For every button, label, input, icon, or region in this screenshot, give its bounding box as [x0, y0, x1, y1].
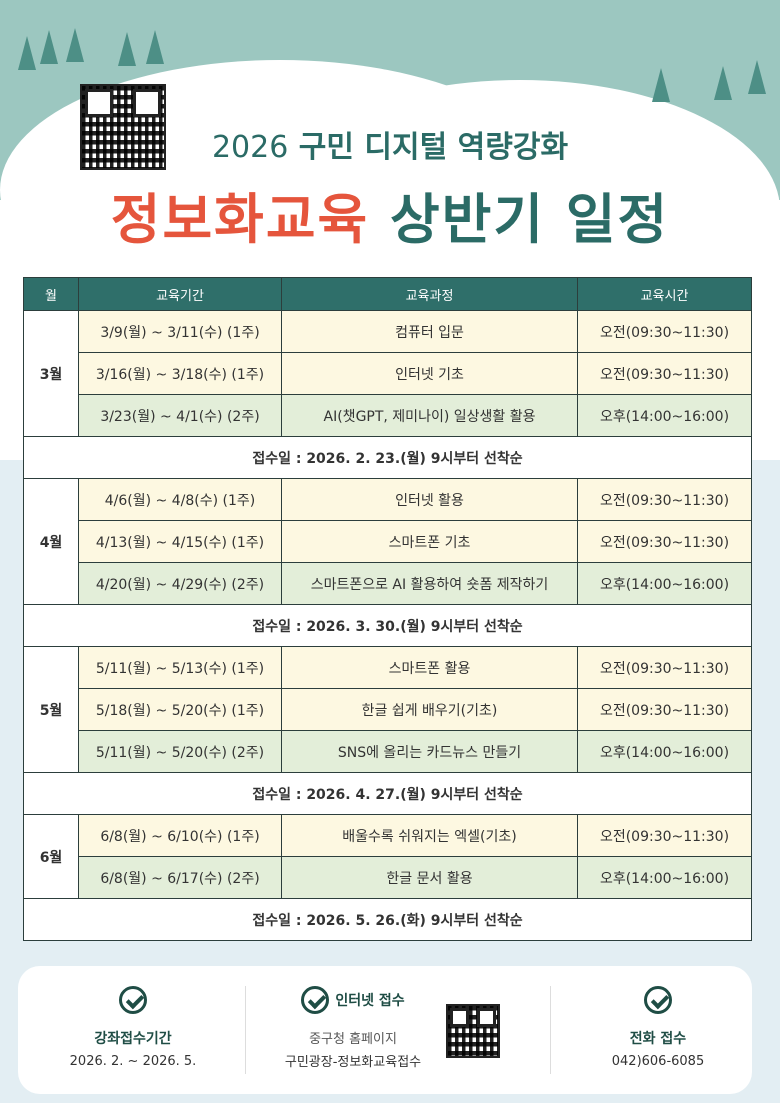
table-row: 4월 4/6(월) ~ 4/8(수) (1주) 인터넷 활용 오전(09:30~11:… [23, 478, 752, 605]
registration-note: 접수일 : 2026. 5. 26.(화) 9시부터 선착순 [23, 898, 752, 941]
course-cell: 컴퓨터 입문 [281, 310, 578, 353]
tree-icon [66, 28, 84, 62]
period-cell: 3/23(월) ~ 4/1(수) (2주) [78, 394, 282, 437]
period-info: 강좌접수기간 2026. 2. ~ 2026. 5. [58, 986, 208, 1069]
tree-icon [146, 30, 164, 64]
time-cell: 오후(14:00~16:00) [577, 562, 752, 605]
time-cell: 오전(09:30~11:30) [577, 352, 752, 395]
registration-note-row: 접수일 : 2026. 2. 23.(월) 9시부터 선착순 [23, 436, 752, 479]
table-row: 6/8(월) ~ 6/17(수) (2주) 한글 문서 활용 오후(14:00~16… [24, 856, 752, 899]
table-row: 5/11(월) ~ 5/20(수) (2주) SNS에 올리는 카드뉴스 만들기 오… [24, 730, 752, 773]
check-icon [119, 986, 147, 1014]
period-cell: 6/8(월) ~ 6/10(수) (1주) [78, 814, 282, 857]
period-value: 2026. 2. ~ 2026. 5. [69, 1054, 197, 1069]
period-label: 강좌접수기간 [94, 1031, 172, 1047]
course-cell: 한글 쉽게 배우기(기초) [281, 688, 578, 731]
registration-note: 접수일 : 2026. 2. 23.(월) 9시부터 선착순 [23, 436, 752, 479]
period-cell: 6/8(월) ~ 6/17(수) (2주) [78, 856, 282, 899]
internet-info: 인터넷 접수 중구청 홈페이지 구민광장-정보화교육접수 [268, 986, 438, 1070]
phone-label: 전화 접수 [629, 1031, 687, 1047]
table-row: 4/13(월) ~ 4/15(수) (1주) 스마트폰 기초 오전(09:30~11… [24, 520, 752, 563]
title-teal: 상반기 일정 [390, 188, 670, 251]
time-cell: 오후(14:00~16:00) [577, 730, 752, 773]
month-cell: 5월 [23, 646, 79, 773]
period-cell: 3/9(월) ~ 3/11(수) (1주) [78, 310, 282, 353]
qr-code[interactable] [80, 84, 166, 170]
table-row: 4/20(월) ~ 4/29(수) (2주) 스마트폰으로 AI 활용하여 숏폼 … [24, 562, 752, 605]
registration-note: 접수일 : 2026. 4. 27.(월) 9시부터 선착순 [23, 772, 752, 815]
header-month: 월 [23, 277, 79, 311]
internet-line1: 중구청 홈페이지 [309, 1032, 397, 1047]
table-row: 3/23(월) ~ 4/1(수) (2주) AI(챗GPT, 제미나이) 일상생활… [24, 394, 752, 437]
divider [245, 986, 246, 1074]
time-cell: 오전(09:30~11:30) [577, 688, 752, 731]
qr-code-internet[interactable] [446, 1004, 500, 1058]
course-cell: 스마트폰 기초 [281, 520, 578, 563]
table-row: 3월 3/9(월) ~ 3/11(수) (1주) 컴퓨터 입문 오전(09:30~11… [23, 310, 752, 437]
time-cell: 오전(09:30~11:30) [577, 646, 752, 689]
course-cell: SNS에 올리는 카드뉴스 만들기 [281, 730, 578, 773]
course-cell: 배울수록 쉬워지는 엑셀(기초) [281, 814, 578, 857]
time-cell: 오후(14:00~16:00) [577, 394, 752, 437]
course-cell: 인터넷 기초 [281, 352, 578, 395]
tree-icon [118, 32, 136, 66]
schedule-table: 월 교육기간 교육과정 교육시간 3월 3/9(월) ~ 3/11(수) (1주)… [23, 277, 752, 941]
period-cell: 5/11(월) ~ 5/13(수) (1주) [78, 646, 282, 689]
course-cell: 한글 문서 활용 [281, 856, 578, 899]
phone-info: 전화 접수 042)606-6085 [583, 986, 733, 1069]
registration-note-row: 접수일 : 2026. 4. 27.(월) 9시부터 선착순 [23, 772, 752, 815]
internet-line2[interactable]: 구민광장-정보화교육접수 [284, 1055, 422, 1070]
internet-label: 인터넷 접수 [335, 993, 405, 1009]
period-cell: 4/6(월) ~ 4/8(수) (1주) [78, 478, 282, 521]
period-cell: 3/16(월) ~ 3/18(수) (1주) [78, 352, 282, 395]
subtitle-year: 2026 [211, 130, 289, 165]
time-cell: 오후(14:00~16:00) [577, 856, 752, 899]
time-cell: 오전(09:30~11:30) [577, 814, 752, 857]
month-cell: 6월 [23, 814, 79, 899]
table-row: 3/16(월) ~ 3/18(수) (1주) 인터넷 기초 오전(09:30~11:… [24, 352, 752, 395]
tree-icon [18, 36, 36, 70]
table-row: 5/18(월) ~ 5/20(수) (1주) 한글 쉽게 배우기(기초) 오전(09… [24, 688, 752, 731]
tree-icon [652, 68, 670, 102]
time-cell: 오전(09:30~11:30) [577, 478, 752, 521]
registration-note-row: 접수일 : 2026. 5. 26.(화) 9시부터 선착순 [23, 898, 752, 941]
subtitle: 2026 구민 디지털 역량강화 [0, 122, 780, 166]
header-period: 교육기간 [78, 277, 282, 311]
month-cell: 4월 [23, 478, 79, 605]
tree-icon [40, 30, 58, 64]
registration-note-row: 접수일 : 2026. 3. 30.(월) 9시부터 선착순 [23, 604, 752, 647]
page-title: 정보화교육 상반기 일정 [0, 175, 780, 254]
period-cell: 4/20(월) ~ 4/29(수) (2주) [78, 562, 282, 605]
divider [550, 986, 551, 1074]
check-icon [644, 986, 672, 1014]
course-cell: 스마트폰으로 AI 활용하여 숏폼 제작하기 [281, 562, 578, 605]
phone-value[interactable]: 042)606-6085 [611, 1054, 705, 1069]
registration-note: 접수일 : 2026. 3. 30.(월) 9시부터 선착순 [23, 604, 752, 647]
time-cell: 오전(09:30~11:30) [577, 520, 752, 563]
course-cell: 인터넷 활용 [281, 478, 578, 521]
table-row: 5월 5/11(월) ~ 5/13(수) (1주) 스마트폰 활용 오전(09:30~… [23, 646, 752, 773]
period-cell: 4/13(월) ~ 4/15(수) (1주) [78, 520, 282, 563]
course-cell: 스마트폰 활용 [281, 646, 578, 689]
header-course: 교육과정 [281, 277, 578, 311]
table-row: 6월 6/8(월) ~ 6/10(수) (1주) 배울수록 쉬워지는 엑셀(기초) 오… [23, 814, 752, 899]
period-cell: 5/18(월) ~ 5/20(수) (1주) [78, 688, 282, 731]
tree-icon [748, 60, 766, 94]
tree-icon [714, 66, 732, 100]
period-cell: 5/11(월) ~ 5/20(수) (2주) [78, 730, 282, 773]
registration-info-panel: 강좌접수기간 2026. 2. ~ 2026. 5. 인터넷 접수 중구청 홈페… [18, 966, 752, 1094]
header-time: 교육시간 [577, 277, 752, 311]
check-icon [301, 986, 330, 1014]
subtitle-text: 구민 디지털 역량강화 [298, 130, 569, 165]
month-cell: 3월 [23, 310, 79, 437]
course-cell: AI(챗GPT, 제미나이) 일상생활 활용 [281, 394, 578, 437]
time-cell: 오전(09:30~11:30) [577, 310, 752, 353]
title-red: 정보화교육 [110, 188, 370, 251]
